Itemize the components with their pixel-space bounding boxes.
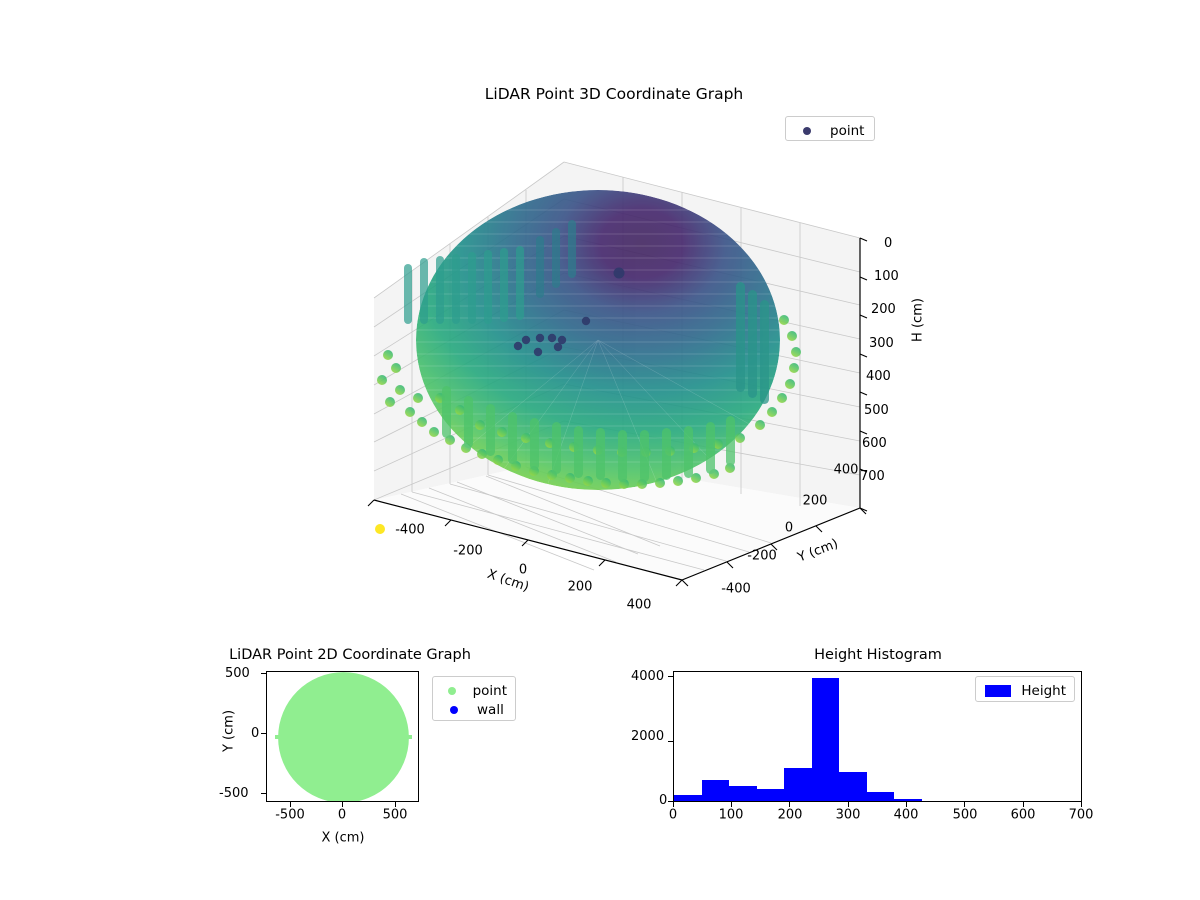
z3d-tick: 100 <box>874 269 899 284</box>
histogram-legend: Height <box>975 676 1075 702</box>
y3d-tick: 0 <box>784 520 794 536</box>
xhist-tickmark <box>1080 802 1082 807</box>
color-patch-icon <box>984 684 1011 697</box>
z3d-tick: 600 <box>862 436 887 451</box>
xhist-tick: 500 <box>952 807 978 823</box>
z3d-tick: 200 <box>871 302 896 317</box>
y3d-tick: 200 <box>802 493 828 509</box>
legend-label: Height <box>1021 682 1066 699</box>
x3d-tick: 200 <box>567 579 593 595</box>
x2d-tickmark <box>394 802 396 807</box>
legend-label: point <box>830 122 865 139</box>
scatter3d-legend: point <box>785 116 875 141</box>
y3d-tick: -200 <box>747 548 777 564</box>
x3d-tick: 0 <box>518 562 528 578</box>
x2d-axis-label: X (cm) <box>321 830 365 846</box>
legend-item: point <box>794 121 866 140</box>
scatter2d-title: LiDAR Point 2D Coordinate Graph <box>229 647 471 663</box>
xhist-tick: 700 <box>1068 807 1094 823</box>
histogram-bar <box>729 785 757 801</box>
z3d-axis-label: H (cm) <box>910 298 926 342</box>
xhist-tick: 600 <box>1010 807 1036 823</box>
xhist-tickmark <box>847 802 849 807</box>
z3d-tick: 400 <box>866 369 891 384</box>
floor-points <box>377 220 801 489</box>
xhist-tick: 100 <box>718 807 744 823</box>
yhist-tickmark <box>668 800 673 802</box>
x3d-tick: -200 <box>453 543 483 559</box>
yhist-tick: 4000 <box>631 669 665 684</box>
y2d-tick: 0 <box>251 726 260 741</box>
histogram-bar <box>756 789 784 801</box>
xhist-tick: 400 <box>893 807 919 823</box>
legend-item: Height <box>984 681 1066 700</box>
x2d-tick: 0 <box>337 807 347 823</box>
legend-label: point <box>472 682 507 699</box>
xhist-tickmark <box>964 802 966 807</box>
xhist-tick: 300 <box>835 807 861 823</box>
z3d-tick: 700 <box>860 469 885 484</box>
scatter3d-axes[interactable] <box>330 140 930 630</box>
yhist-tick: 0 <box>659 793 668 808</box>
histogram-bar <box>811 678 839 801</box>
z3d-tick: 300 <box>869 336 894 351</box>
histogram-bar <box>866 791 894 801</box>
scatter3d-title: LiDAR Point 3D Coordinate Graph <box>484 85 744 103</box>
y2d-tickmark <box>261 732 266 734</box>
legend-item: point <box>441 681 507 700</box>
circle-marker-icon <box>441 705 467 714</box>
xhist-tickmark <box>730 802 732 807</box>
circle-marker-icon <box>794 126 820 135</box>
y2d-tick: -500 <box>219 786 249 801</box>
y2d-axis-label: Y (cm) <box>221 709 237 753</box>
point-region-2d <box>275 672 412 801</box>
xhist-tickmark <box>672 802 674 807</box>
histogram-bar <box>784 767 812 801</box>
xhist-tickmark <box>1022 802 1024 807</box>
yhist-tickmark <box>668 675 673 677</box>
y2d-tick: 500 <box>225 666 250 681</box>
y3d-tick: -400 <box>721 581 751 597</box>
z3d-tick: 500 <box>864 403 889 418</box>
y2d-tickmark <box>261 672 266 674</box>
xhist-tick: 200 <box>777 807 803 823</box>
y3d-tick: 400 <box>833 462 859 478</box>
x2d-tickmark <box>289 802 291 807</box>
histogram-bar <box>701 780 729 801</box>
x2d-tick: 500 <box>382 807 408 823</box>
yhist-tickmark <box>668 741 673 743</box>
yhist-tick: 2000 <box>631 729 665 744</box>
histogram-bar <box>674 794 702 801</box>
wall-points <box>513 267 625 357</box>
scatter2d-axes[interactable] <box>266 671 419 802</box>
scatter3d-canvas <box>367 161 868 587</box>
y2d-tickmark <box>261 792 266 794</box>
legend-label: wall <box>477 701 504 718</box>
xhist-tick: 0 <box>668 807 678 823</box>
x2d-tick: -500 <box>275 807 305 823</box>
legend-item: wall <box>441 700 507 719</box>
z3d-tick: 0 <box>884 236 893 251</box>
histogram-bar <box>894 798 922 801</box>
x2d-tickmark <box>341 802 343 807</box>
x3d-tick: -400 <box>395 522 425 538</box>
x3d-tick: 400 <box>626 597 652 613</box>
histogram-title: Height Histogram <box>814 647 942 663</box>
circle-marker-icon <box>441 686 463 695</box>
scatter2d-legend: point wall <box>432 676 516 721</box>
xhist-tickmark <box>905 802 907 807</box>
outlier-point <box>375 524 385 534</box>
histogram-bar <box>839 772 867 801</box>
xhist-tickmark <box>789 802 791 807</box>
